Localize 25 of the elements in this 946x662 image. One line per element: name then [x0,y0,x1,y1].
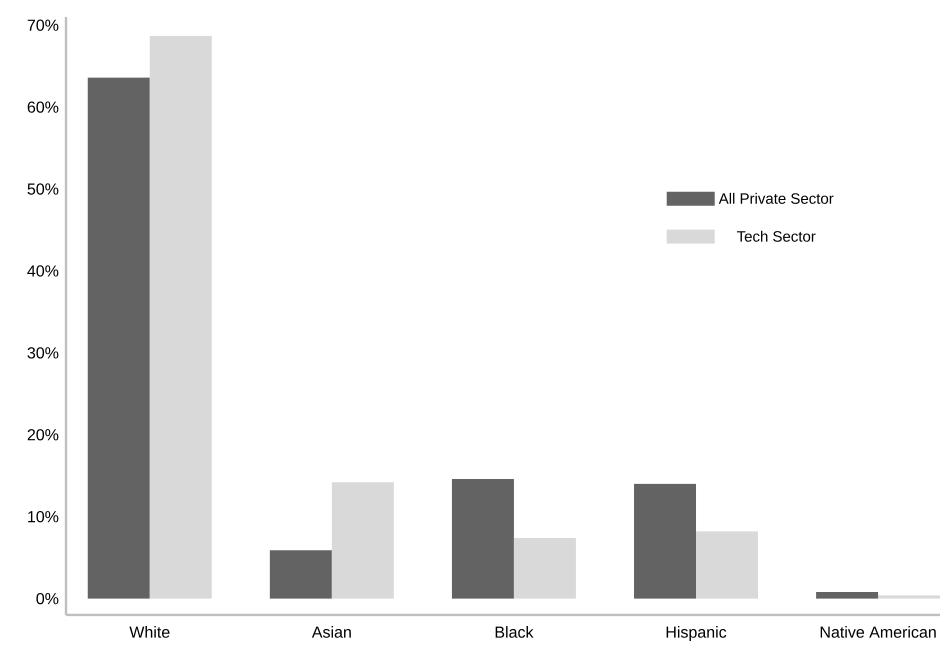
bar [270,550,332,599]
x-tick-label: White [129,626,170,638]
x-tick-label: Asian [312,626,351,638]
y-tick-label: 40% [27,265,58,277]
y-tick-label: 0% [36,592,58,604]
legend-label: Tech Sector [736,230,816,242]
y-tick-label: 60% [28,101,58,113]
y-tick-label: 50% [28,183,58,195]
x-tick-label: Hispanic [666,626,726,641]
bar [88,78,150,599]
legend-label: All Private Sector [718,192,834,204]
bar [332,482,394,599]
bar [878,595,940,599]
bar [696,531,758,599]
bar [150,36,212,599]
bar [634,484,696,599]
x-tick-label: Native American [820,626,936,638]
x-tick-label: Black [496,626,534,638]
y-tick-label: 30% [28,347,58,359]
bar [514,538,576,599]
bar [452,479,514,599]
y-tick-label: 10% [28,511,58,522]
bar [816,592,878,599]
y-tick-label: 20% [28,429,58,440]
y-tick-label: 70% [28,20,58,31]
